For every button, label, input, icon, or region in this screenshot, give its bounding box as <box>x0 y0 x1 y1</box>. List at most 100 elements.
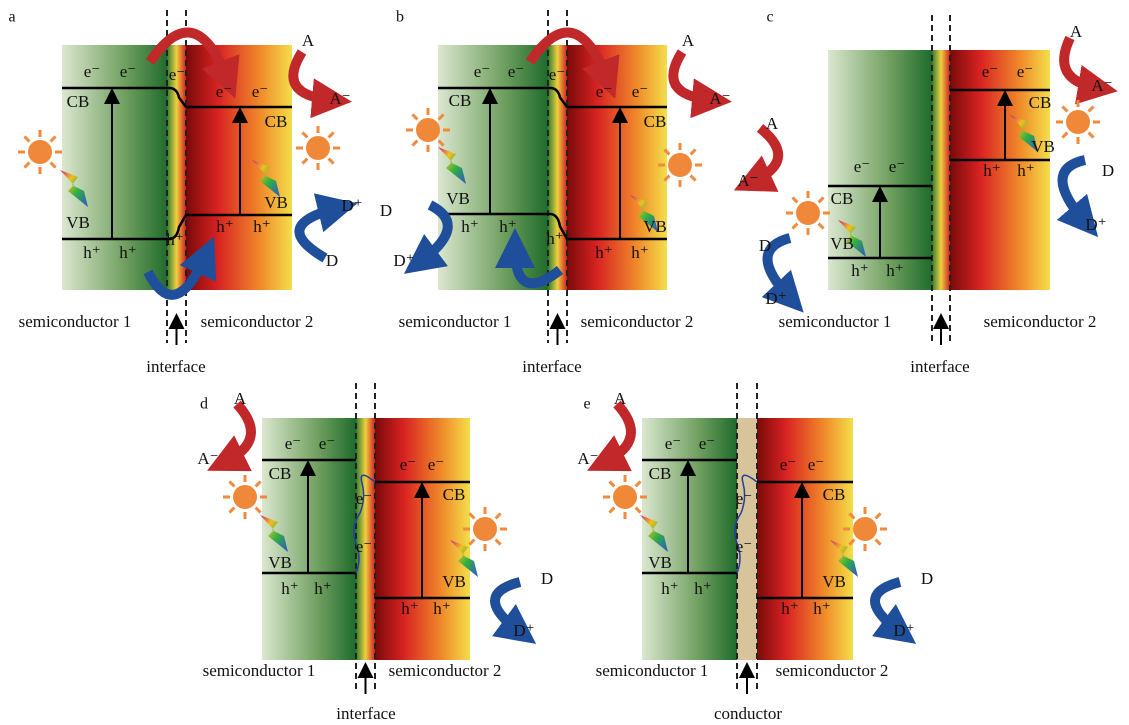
band-label: e⁻ <box>428 455 445 474</box>
band-label: e⁻ <box>854 157 871 176</box>
band-label: A⁻ <box>709 89 730 108</box>
sun-ray <box>24 163 29 168</box>
band-label: VB <box>648 553 672 572</box>
band-label: h⁺ <box>694 579 711 598</box>
sun-ray <box>496 513 501 518</box>
sun-ray <box>469 540 474 545</box>
band-label: h⁺ <box>119 243 136 262</box>
band-label: h⁺ <box>281 579 298 598</box>
band-label: A <box>1070 22 1083 41</box>
band-label: h⁺ <box>499 217 516 236</box>
sun-ray <box>819 197 824 202</box>
sun <box>668 153 692 177</box>
sun-ray <box>51 136 56 141</box>
right-label: semiconductor 2 <box>201 312 314 331</box>
right-label: semiconductor 2 <box>984 312 1097 331</box>
sun-ray <box>1062 106 1067 111</box>
right-label: semiconductor 2 <box>581 312 694 331</box>
junction-label: interface <box>146 357 205 376</box>
sun <box>233 485 257 509</box>
reduction-arrow <box>673 52 712 100</box>
band-label: A <box>766 114 779 133</box>
band-label: VB <box>1031 137 1055 156</box>
sun-ray <box>1089 133 1094 138</box>
band-label: A⁻ <box>737 171 758 190</box>
oxidation-arrow <box>1063 160 1086 222</box>
band-label: h⁺ <box>661 579 678 598</box>
band-label: A⁻ <box>197 449 218 468</box>
reduction-arrow <box>293 52 332 100</box>
band-label: h⁺ <box>433 599 450 618</box>
band-label: VB <box>66 213 90 232</box>
band-label: e⁻ <box>549 65 566 84</box>
left-label: semiconductor 1 <box>596 661 709 680</box>
sun-ray <box>1062 133 1067 138</box>
band-label: VB <box>643 217 667 236</box>
sun-ray <box>329 159 334 164</box>
band-label: e⁻ <box>1017 62 1034 81</box>
semiconductor-1 <box>62 45 168 290</box>
sun-ray <box>412 114 417 119</box>
band-label: D⁺ <box>513 621 534 640</box>
band-label: h⁺ <box>216 217 233 236</box>
sun-ray <box>496 540 501 545</box>
band-label: e⁻ <box>474 62 491 81</box>
sun-ray <box>256 481 261 486</box>
sun-ray <box>412 141 417 146</box>
sun <box>473 517 497 541</box>
band-label: h⁺ <box>781 599 798 618</box>
band-label: h⁺ <box>401 599 418 618</box>
band-label: h⁺ <box>253 217 270 236</box>
band-label: VB <box>830 234 854 253</box>
band-label: e⁻ <box>982 62 999 81</box>
sun-ray <box>302 132 307 137</box>
sun-ray <box>609 508 614 513</box>
band-label: e⁻ <box>169 65 186 84</box>
band-label: h⁺ <box>83 243 100 262</box>
band-label: CB <box>443 485 466 504</box>
band-label: h⁺ <box>314 579 331 598</box>
sun-ray <box>329 132 334 137</box>
sun <box>416 118 440 142</box>
band-label: h⁺ <box>546 229 563 248</box>
reduction-arrow <box>605 404 631 462</box>
band-label: h⁺ <box>166 230 183 249</box>
band-label: VB <box>264 193 288 212</box>
band-label: VB <box>822 572 846 591</box>
band-label: e⁻ <box>665 434 682 453</box>
band-label: h⁺ <box>983 161 1000 180</box>
band-label: CB <box>67 92 90 111</box>
junction <box>932 50 950 290</box>
band-label: h⁺ <box>461 217 478 236</box>
band-label: D⁺ <box>341 196 362 215</box>
band-label: CB <box>831 189 854 208</box>
panel-letter: b <box>396 9 404 26</box>
sun-ray <box>792 224 797 229</box>
band-label: A⁻ <box>577 449 598 468</box>
right-label: semiconductor 2 <box>776 661 889 680</box>
band-label: e⁻ <box>632 82 649 101</box>
semiconductor-2 <box>757 418 853 660</box>
band-label: CB <box>1029 93 1052 112</box>
band-label: CB <box>644 112 667 131</box>
band-label: e⁻ <box>808 455 825 474</box>
junction-label: interface <box>522 357 581 376</box>
left-label: semiconductor 1 <box>19 312 132 331</box>
band-label: e⁻ <box>319 434 336 453</box>
band-label: A <box>682 31 695 50</box>
sun-ray <box>691 176 696 181</box>
band-label: e⁻ <box>736 537 753 556</box>
band-label: e⁻ <box>699 434 716 453</box>
band-label: D <box>921 569 933 588</box>
sun-ray <box>609 481 614 486</box>
sun-ray <box>636 508 641 513</box>
junction-label: interface <box>336 704 395 723</box>
band-label: VB <box>268 553 292 572</box>
band-label: e⁻ <box>120 62 137 81</box>
sun-ray <box>876 513 881 518</box>
junction-label: conductor <box>714 704 782 723</box>
right-label: semiconductor 2 <box>389 661 502 680</box>
band-label: CB <box>269 464 292 483</box>
sun <box>1066 110 1090 134</box>
band-label: A <box>302 31 315 50</box>
